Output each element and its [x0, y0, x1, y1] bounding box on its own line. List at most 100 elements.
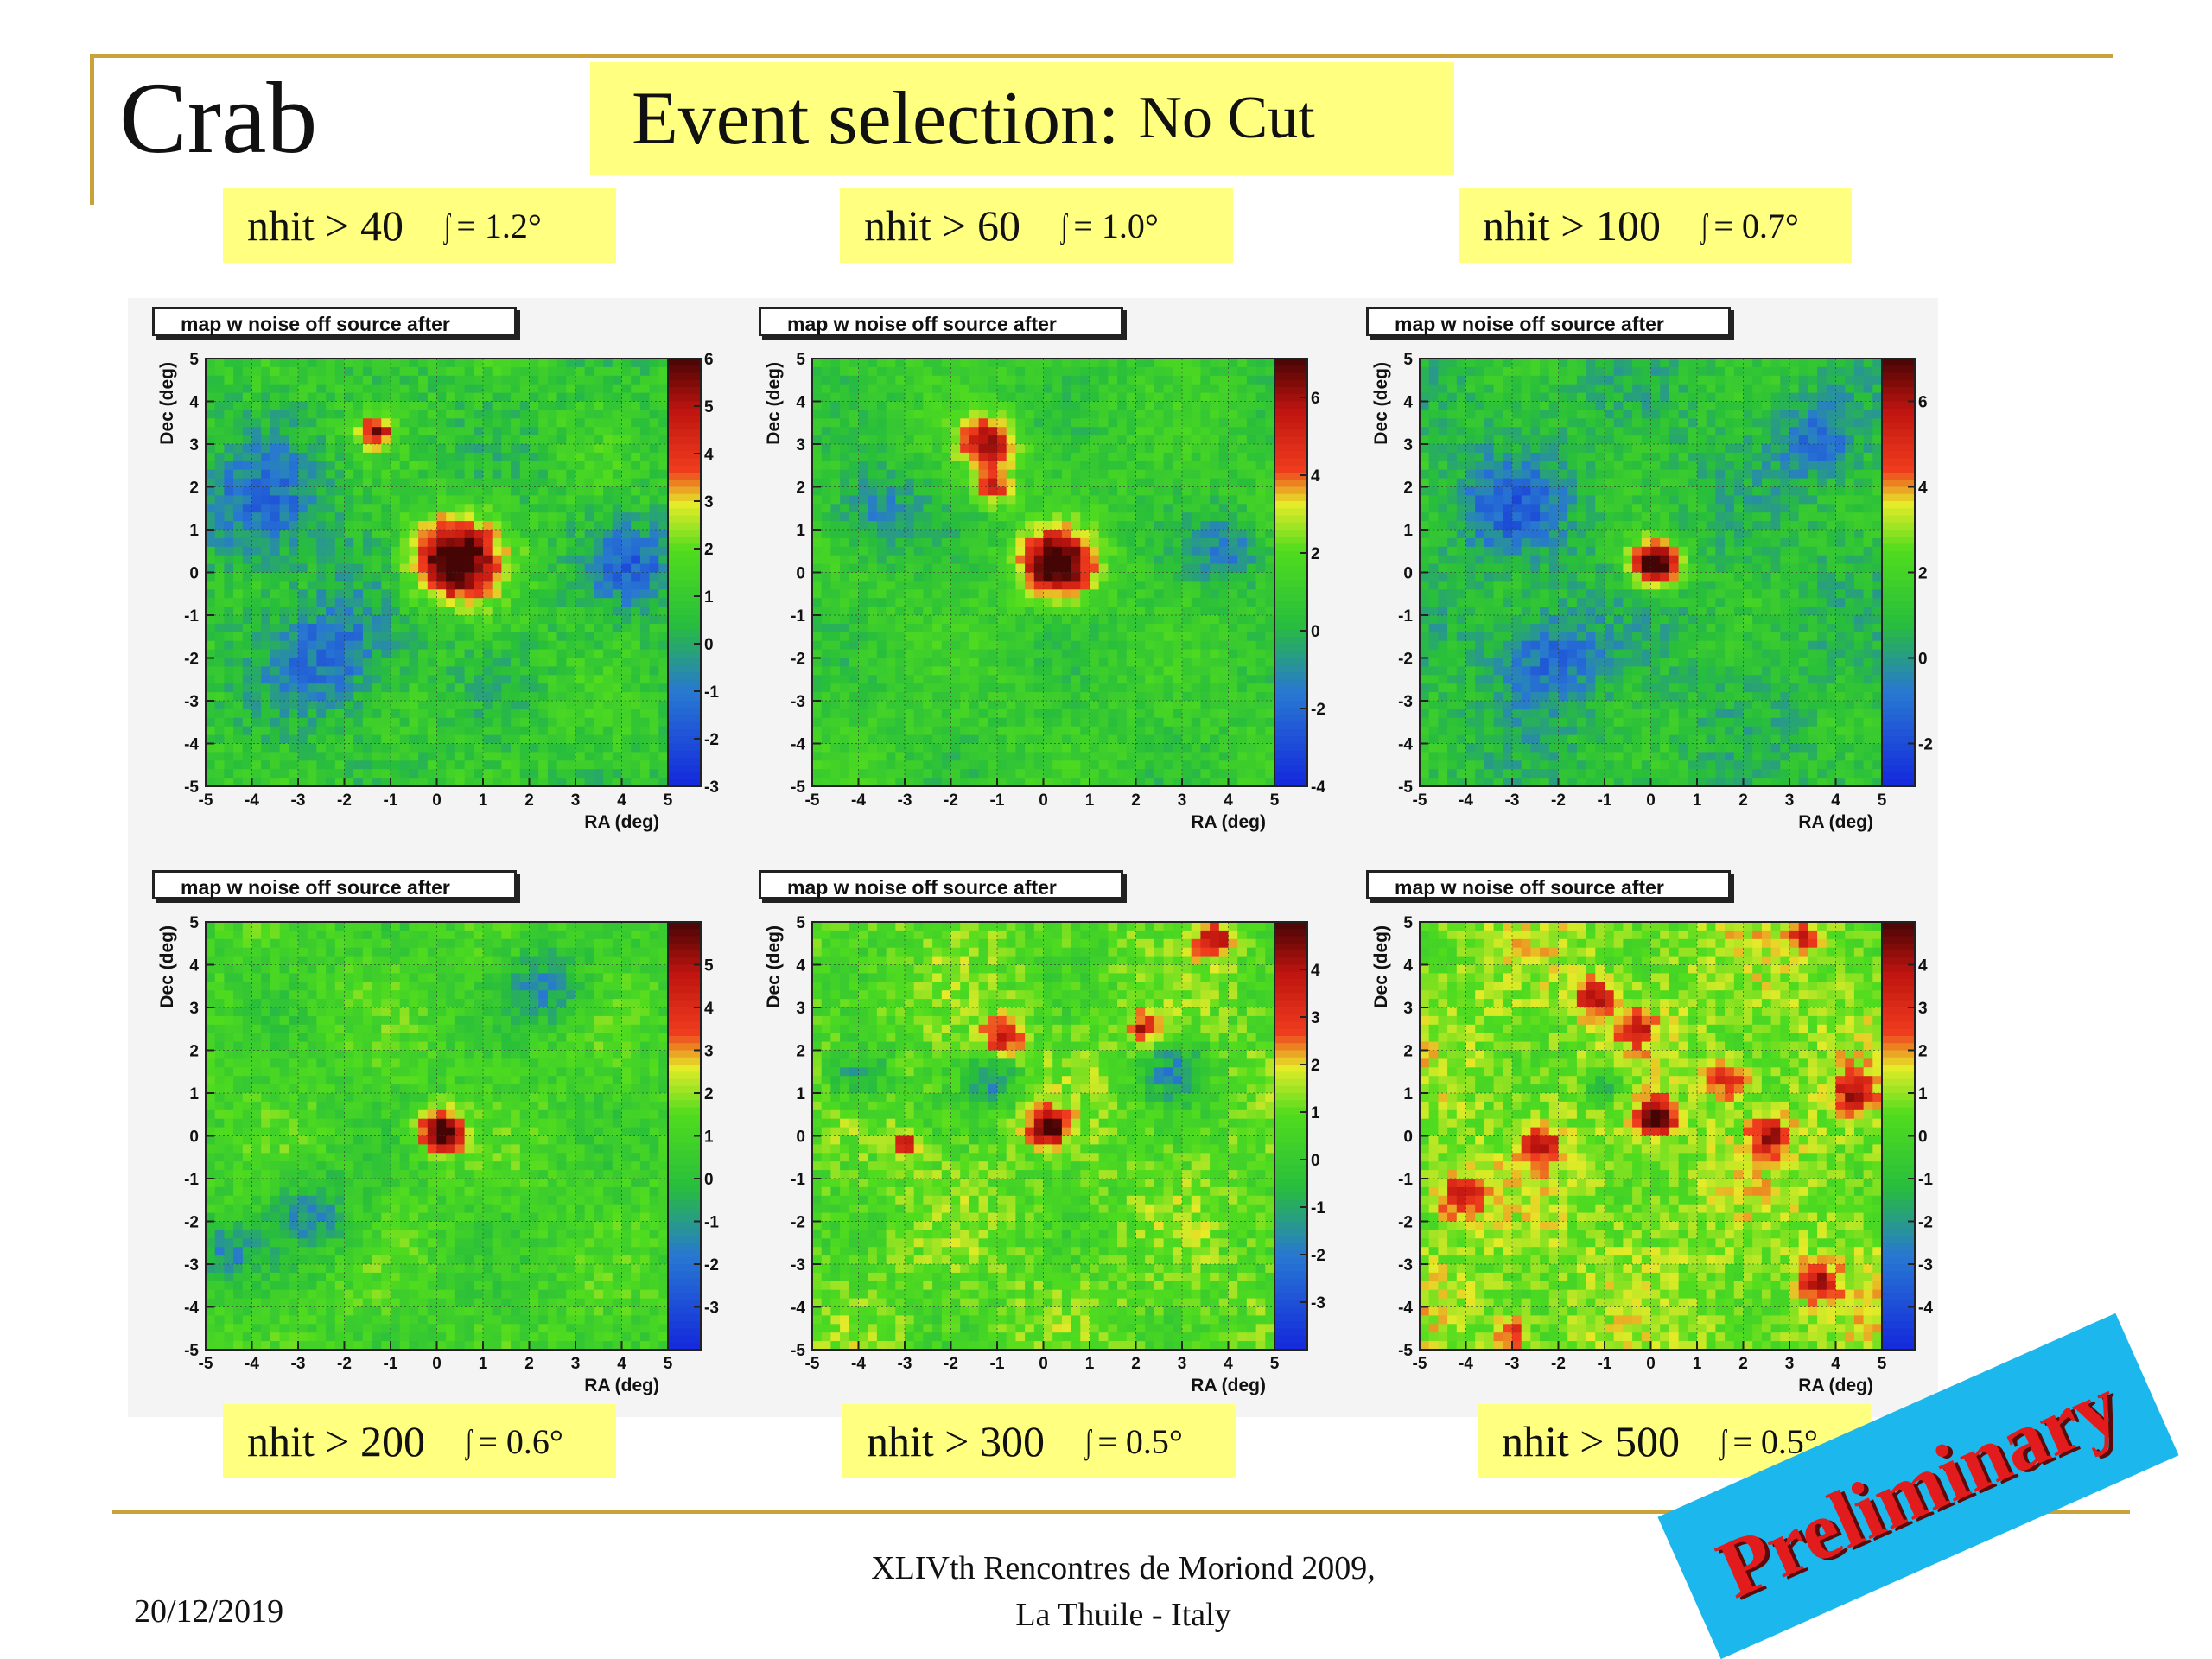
- panel-title: map w noise off source after: [759, 307, 1123, 336]
- y-tick-label: -2: [184, 651, 199, 669]
- y-axis-title: Dec (deg): [764, 925, 784, 1008]
- y-tick-label: -1: [791, 1171, 805, 1189]
- y-tick-label: -5: [1398, 779, 1413, 797]
- colorbar-tick-label: -2: [1918, 736, 1933, 754]
- y-tick-label: 4: [796, 394, 805, 412]
- x-axis-title: RA (deg): [584, 1376, 659, 1395]
- y-tick-label: 3: [796, 436, 805, 454]
- y-tick-label: 5: [189, 351, 199, 369]
- x-tick-label: 3: [1178, 1355, 1187, 1373]
- x-tick-label: -2: [337, 791, 352, 810]
- x-tick-label: -1: [990, 1355, 1005, 1373]
- colorbar-tick-label: -1: [1918, 1171, 1933, 1189]
- skymap-panel-2: map w noise off source after -5 -4 -3 -2 -1 0 1…: [734, 298, 1339, 851]
- psf-symbol-icon: ʃ: [465, 1421, 473, 1461]
- x-tick-label: 3: [571, 1355, 581, 1373]
- x-tick-label: 3: [1785, 791, 1795, 810]
- y-tick-label: 0: [1403, 565, 1413, 583]
- y-tick-label: -1: [1398, 607, 1413, 626]
- colorbar-tick-label: -1: [1311, 1199, 1325, 1217]
- x-tick-label: -1: [384, 791, 398, 810]
- y-tick-label: -3: [1398, 1256, 1413, 1274]
- x-tick-label: -2: [1551, 1355, 1566, 1373]
- y-tick-label: 2: [189, 1043, 199, 1061]
- y-tick-label: 4: [189, 394, 199, 412]
- x-tick-label: 1: [1085, 791, 1095, 810]
- resolution-text: ʃ = 1.0°: [1060, 206, 1159, 245]
- x-tick-label: -4: [1459, 791, 1473, 810]
- cut-label-5: nhit > 300 ʃ = 0.5°: [842, 1404, 1236, 1478]
- resolution-text: ʃ = 0.7°: [1700, 206, 1799, 245]
- y-tick-label: 3: [189, 436, 199, 454]
- x-tick-label: 4: [1831, 1355, 1840, 1373]
- grid-lines: [206, 922, 668, 1350]
- skymap-svg: -5 -4 -3 -2 -1 0 1 2 3 4 5 -5 -4 -3 -2 -1 0 1 2 3 4 5 RA (deg)…: [157, 914, 719, 1395]
- colorbar-tick-label: 4: [1918, 957, 1928, 976]
- colorbar-tick-label: 6: [1311, 390, 1320, 408]
- colorbar-tick-label: 4: [1311, 467, 1320, 486]
- bottom-rule: [112, 1510, 2130, 1514]
- colorbar-tick-label: 4: [1311, 962, 1320, 980]
- x-tick-label: -1: [1598, 1355, 1612, 1373]
- colorbar-tick-label: -3: [704, 1300, 719, 1318]
- colorbar-tick-label: -2: [704, 731, 719, 749]
- y-tick-label: 5: [189, 914, 199, 932]
- x-tick-label: -1: [384, 1355, 398, 1373]
- y-tick-label: -2: [791, 651, 805, 669]
- banner-main: Event selection:: [632, 76, 1120, 161]
- x-tick-label: 0: [432, 791, 442, 810]
- x-tick-label: 5: [1878, 1355, 1887, 1373]
- grid-lines: [206, 359, 668, 786]
- colorbar-tick-label: 4: [704, 446, 714, 464]
- heatmap-cells: [812, 359, 1275, 787]
- x-tick-label: 5: [1270, 791, 1280, 810]
- x-tick-label: 3: [1785, 1355, 1795, 1373]
- colorbar-tick-label: 0: [1311, 623, 1320, 641]
- x-tick-label: -5: [805, 1355, 820, 1373]
- x-tick-label: 3: [1178, 791, 1187, 810]
- y-tick-label: -1: [791, 607, 805, 626]
- x-tick-label: 1: [479, 791, 488, 810]
- colorbar: [1274, 922, 1307, 1351]
- panel-title: map w noise off source after: [1366, 307, 1731, 336]
- colorbar-tick-label: 0: [1311, 1152, 1320, 1170]
- x-tick-label: -4: [851, 1355, 866, 1373]
- y-tick-label: 2: [796, 480, 805, 498]
- y-tick-label: 0: [796, 1128, 805, 1147]
- x-axis-title: RA (deg): [1191, 1376, 1266, 1395]
- psf-symbol-icon: ʃ: [1700, 206, 1708, 245]
- colorbar: [1882, 359, 1915, 787]
- x-axis-title: RA (deg): [1798, 812, 1873, 832]
- colorbar: [668, 359, 701, 787]
- x-tick-label: -5: [199, 791, 213, 810]
- x-tick-label: 4: [617, 791, 626, 810]
- y-tick-label: -4: [1398, 1300, 1413, 1318]
- y-tick-label: 3: [1403, 1000, 1413, 1018]
- colorbar-tick-label: 2: [1918, 565, 1928, 583]
- x-tick-label: -1: [990, 791, 1005, 810]
- x-axis-title: RA (deg): [584, 812, 659, 832]
- colorbar-tick-label: -2: [704, 1256, 719, 1274]
- colorbar-tick-label: 2: [704, 541, 714, 559]
- x-tick-label: 0: [1039, 791, 1048, 810]
- x-tick-label: 4: [1224, 791, 1233, 810]
- colorbar-tick-label: -3: [1918, 1256, 1933, 1274]
- x-axis-title: RA (deg): [1798, 1376, 1873, 1395]
- skymap-panel-3: map w noise off source after -5 -4 -3 -2 -1 0 1…: [1342, 298, 1947, 851]
- skymap-svg: -5 -4 -3 -2 -1 0 1 2 3 4 5 -5 -4 -3 -2 -1 0 1 2 3 4 5 RA (deg)…: [1371, 351, 1933, 832]
- x-tick-label: 1: [1693, 791, 1702, 810]
- footer-conference-line-1: XLIVth Rencontres de Moriond 2009,: [871, 1550, 1376, 1586]
- colorbar-frame: [1274, 921, 1308, 1351]
- cut-text: nhit > 500: [1502, 1417, 1680, 1465]
- y-tick-label: 2: [1403, 480, 1413, 498]
- y-tick-label: -3: [1398, 693, 1413, 711]
- y-tick-label: -3: [791, 1256, 805, 1274]
- colorbar-tick-label: 6: [704, 351, 714, 369]
- cut-text: nhit > 300: [867, 1417, 1045, 1465]
- left-rule: [90, 54, 94, 205]
- resolution-text: ʃ = 0.6°: [465, 1421, 563, 1461]
- x-tick-label: -3: [898, 791, 912, 810]
- cut-label-3: nhit > 100 ʃ = 0.7°: [1459, 188, 1852, 263]
- colorbar-frame: [1274, 358, 1308, 787]
- x-tick-label: -3: [291, 1355, 306, 1373]
